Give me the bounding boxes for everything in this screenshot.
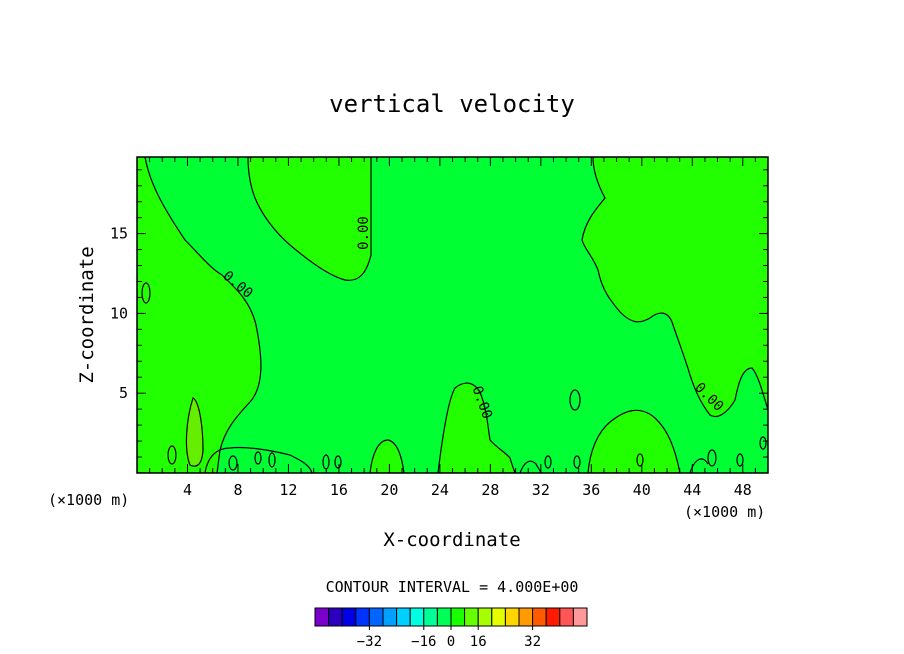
colorbar-swatch — [504, 607, 520, 627]
y-axis: 5 10 15 — [110, 169, 768, 458]
strong-updraft-cell — [185, 397, 204, 467]
x-tick-label: 20 — [380, 481, 398, 499]
colorbar — [314, 607, 588, 627]
colorbar-swatch — [545, 607, 561, 627]
x-tick-label: 16 — [330, 481, 348, 499]
colorbar-swatch — [436, 607, 452, 627]
x-tick-label: 28 — [481, 481, 499, 499]
colorbar-swatch — [491, 607, 506, 627]
chart-title: vertical velocity — [329, 90, 575, 118]
x-tick-label: 12 — [279, 481, 297, 499]
colorbar-label: −32 — [357, 634, 382, 650]
colorbar-swatch — [409, 607, 425, 627]
colorbar-swatch — [368, 607, 384, 627]
colorbar-swatch — [314, 607, 330, 627]
colorbar-label: −16 — [411, 634, 436, 650]
y-tick-label: 15 — [110, 225, 128, 243]
colorbar-labels: −32 −16 0 16 32 — [357, 626, 541, 650]
x-axis-title: X-coordinate — [383, 529, 520, 551]
x-tick-label: 32 — [532, 481, 550, 499]
y-tick-label: 5 — [119, 384, 128, 402]
positive-region-right — [581, 157, 768, 418]
plot-area — [137, 157, 768, 473]
colorbar-swatch — [396, 607, 411, 627]
colorbar-label: 0 — [447, 634, 455, 650]
contour-label: 0.00 — [356, 216, 372, 250]
positive-region-center-small — [369, 439, 405, 473]
contour-interval-label: CONTOUR INTERVAL = 4.000E+00 — [326, 578, 579, 596]
x-unit-right: (×1000 m) — [684, 503, 765, 521]
colorbar-swatch — [532, 607, 547, 627]
colorbar-swatch — [559, 607, 574, 627]
positive-region-mid-right — [587, 409, 681, 473]
positive-region-left — [137, 157, 262, 473]
colorbar-swatch — [341, 607, 357, 627]
positive-region-top — [247, 157, 372, 281]
colorbar-swatch — [572, 607, 588, 627]
colorbar-swatch — [450, 607, 466, 627]
colorbar-label: 16 — [470, 634, 487, 650]
colorbar-swatch — [518, 607, 534, 627]
x-tick-label: 40 — [633, 481, 651, 499]
x-axis: 4 8 12 16 20 24 28 32 36 40 44 48 — [149, 157, 756, 499]
colorbar-swatch — [464, 607, 479, 627]
y-tick-label: 10 — [110, 304, 128, 322]
x-tick-label: 36 — [582, 481, 600, 499]
colorbar-label: 32 — [524, 634, 541, 650]
x-tick-label: 24 — [431, 481, 449, 499]
colorbar-swatch — [355, 607, 370, 627]
x-tick-label: 4 — [183, 481, 192, 499]
colorbar-swatch — [382, 607, 398, 627]
colorbar-swatch — [423, 607, 438, 627]
x-unit-left: (×1000 m) — [48, 491, 129, 509]
colorbar-swatch — [328, 607, 343, 627]
y-axis-title: Z-coordinate — [76, 246, 98, 383]
x-tick-label: 48 — [734, 481, 752, 499]
x-tick-label: 44 — [683, 481, 701, 499]
colorbar-swatch — [477, 607, 493, 627]
positive-region-center — [437, 382, 516, 473]
x-tick-label: 8 — [233, 481, 242, 499]
